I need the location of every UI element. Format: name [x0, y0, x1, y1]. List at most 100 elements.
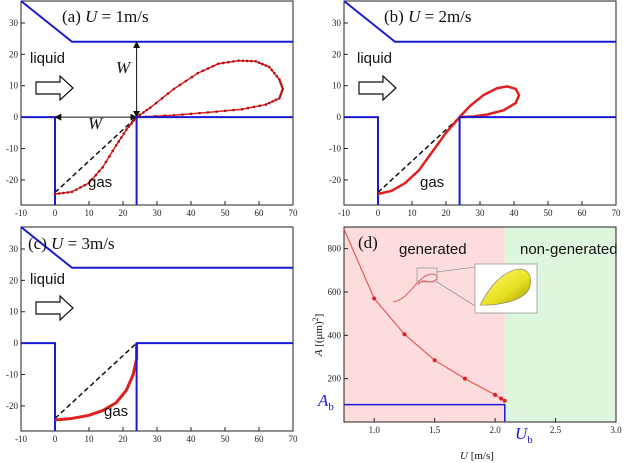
panel-b: -10 0 10 20 30 40 50 60 70 -20 -10 0 10 20 30 (b) U = …	[329, 0, 621, 218]
panel-a-liquid-label: liquid	[30, 50, 65, 67]
panel-d-threshold-line	[344, 403, 506, 422]
panel-b-bubble-curve	[377, 85, 521, 196]
panel-a-curve-marker	[104, 160, 108, 164]
panel-b-y-tick-label: -10	[329, 144, 341, 154]
panel-a-title: (a) U = 1m/s	[62, 7, 149, 26]
panel-c-x-tick-label: 10	[85, 434, 95, 444]
panel-c-x-tick-label: 0	[53, 434, 58, 444]
panel-a-curve-marker	[278, 80, 282, 84]
panel-d-region-generated	[344, 227, 505, 422]
panel-b-title: (b) U = 2m/s	[384, 7, 472, 26]
panel-a-curve-marker	[206, 67, 210, 70]
panel-b-top-wall	[343, 0, 616, 43]
panel-a-curve-marker	[111, 149, 115, 153]
panel-a-curve-marker	[222, 61, 225, 65]
panel-a-curve-marker	[232, 60, 235, 63]
panel-d-series-marker	[462, 376, 467, 381]
panel-a-curve-marker	[278, 94, 282, 98]
panel-a-curve-marker	[240, 107, 244, 111]
panel-b-y-tick-label: 10	[332, 81, 342, 91]
panel-d-y-tick-label: 800	[328, 244, 342, 254]
panel-c-y-tick-label: 10	[9, 307, 19, 317]
panel-a-top-wall	[20, 0, 293, 43]
panel-a-curve-marker	[181, 113, 184, 116]
panel-a-curve-marker	[148, 106, 152, 110]
panel-d-y-tick-label: 200	[328, 374, 342, 384]
panel-c-ticks: -10 0 10 20 30 40 50 60 70 -20 -10 0 10 20 30	[6, 244, 298, 444]
panel-a-curve-marker	[79, 186, 82, 189]
panel-c-x-tick-label: 40	[187, 434, 197, 444]
panel-a-curve-marker	[211, 64, 215, 68]
panel-a-curve-marker	[279, 82, 283, 86]
panel-a-curve-marker	[87, 181, 91, 185]
panel-d-y-tick-label: 600	[328, 287, 342, 297]
panel-d-x-tick-label: 1.5	[429, 425, 441, 435]
panel-c-bubble-curve	[54, 343, 139, 422]
panel-d: 1.0 1.5 2.0 2.5 3.0 200 400 600 800 (d) generate…	[311, 226, 622, 462]
panel-a-curve-marker	[264, 64, 268, 67]
panel-a-y-tick-label: 10	[9, 81, 19, 91]
panel-a-curve-marker	[198, 111, 201, 115]
panel-a-curve-marker	[132, 118, 136, 122]
panel-a-curve-marker	[91, 177, 94, 181]
panel-a-curve-marker	[278, 96, 281, 100]
panel-d-inset-pointer	[436, 266, 476, 307]
panel-b-y-tick-label: 20	[332, 49, 342, 59]
panel-a-curve-marker	[241, 59, 245, 63]
panel-a-curve-marker	[62, 191, 65, 195]
panel-a-y-tick-label: 30	[9, 18, 19, 28]
panel-c-gas-label: gas	[104, 403, 128, 420]
panel-a-w-label-vertical: W	[116, 58, 132, 77]
panel-a-curve-marker	[66, 191, 70, 194]
panel-a-curve-marker	[232, 108, 235, 112]
panel-d-series-marker	[432, 358, 437, 363]
panel-a-curve-marker	[57, 192, 61, 195]
panel-c: -10 0 10 20 30 40 50 60 70 -20 -10 0 10 20 30 (c) U = …	[6, 226, 298, 444]
panel-d-x-axis-label: U [m/s]	[460, 450, 494, 462]
panel-c-x-tick-label: 50	[221, 434, 231, 444]
panel-b-x-tick-label: 50	[544, 208, 554, 218]
panel-a-curve-marker	[190, 75, 194, 79]
panel-b-liquid-label: liquid	[357, 50, 392, 67]
panel-d-y-axis-label: A [(μm)2]	[311, 314, 325, 358]
panel-a-curve-marker	[160, 96, 164, 100]
panel-a-curve-marker	[281, 87, 285, 91]
panel-a-curve-marker	[172, 87, 176, 91]
panel-a-curve-marker	[154, 101, 158, 105]
panel-a-x-tick-label: 40	[187, 208, 197, 218]
panel-a-curve-marker	[172, 113, 176, 117]
panel-b-x-tick-label: 20	[442, 208, 452, 218]
panel-b-x-tick-label: -10	[338, 208, 350, 218]
panel-d-inset-zoom-box	[416, 267, 438, 283]
panel-d-x-tick-label: 3.0	[610, 425, 622, 435]
panel-a-markers	[53, 59, 285, 196]
panel-a-curve-marker	[280, 85, 284, 88]
panel-a-curve-marker	[83, 183, 87, 187]
panel-c-y-tick-label: 20	[9, 275, 19, 285]
panel-a-right-wall	[135, 116, 293, 205]
panel-d-series-markers	[372, 296, 507, 403]
panel-a-y-tick-label: -20	[6, 175, 18, 185]
panel-b-dashed-line	[377, 116, 461, 193]
panel-d-x-tick-label: 1.0	[369, 425, 381, 435]
panel-d-region-generated-label: generated	[399, 241, 467, 258]
panel-b-right-wall	[458, 116, 616, 205]
panel-a-curve-marker	[53, 192, 57, 196]
panel-b-y-tick-label: 0	[337, 112, 342, 122]
panel-a-curve-marker	[237, 59, 240, 62]
panel-a-x-tick-label: 50	[221, 208, 231, 218]
panel-b-frame	[343, 0, 617, 206]
panel-c-y-tick-label: 30	[9, 244, 19, 254]
panel-c-frame	[20, 226, 294, 432]
panel-d-x-tick-label: 2.5	[550, 425, 562, 435]
panel-a-curve-marker	[261, 62, 264, 66]
panel-a-curve-marker	[125, 128, 128, 131]
panel-c-x-tick-label: 60	[255, 434, 265, 444]
panel-a-curve-marker	[273, 71, 276, 75]
panel-a-x-tick-label: 10	[85, 208, 95, 218]
panel-d-series-marker	[499, 396, 504, 401]
panel-a-curve-marker	[101, 166, 104, 169]
panel-a-curve-marker	[245, 59, 249, 63]
panel-c-y-tick-label: -20	[6, 401, 18, 411]
panel-a-curve-marker	[279, 92, 283, 95]
